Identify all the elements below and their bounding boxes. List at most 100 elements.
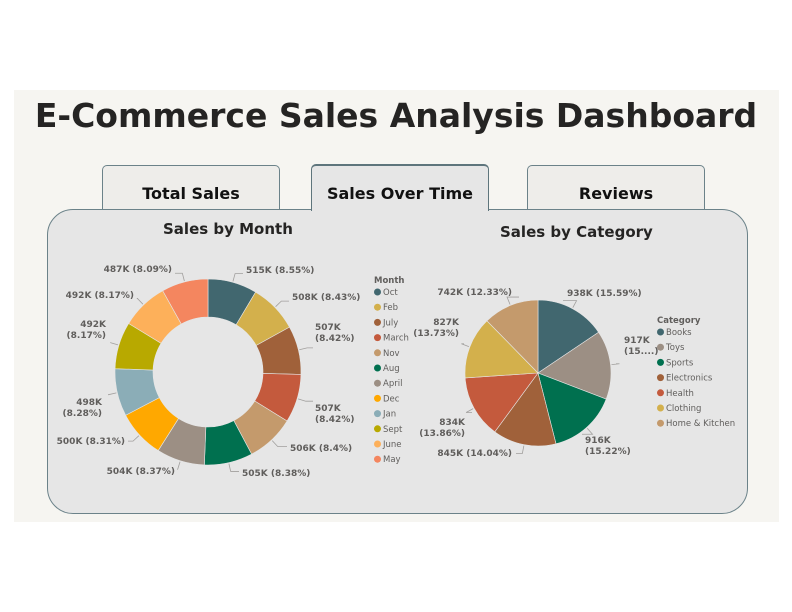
legend-item[interactable]: Nov	[383, 349, 400, 359]
month-legend: Month Oct Feb July March Nov Aug April Dec Jan Sep…	[374, 276, 409, 465]
legend-item[interactable]: Oct	[383, 288, 398, 298]
leader-line	[299, 347, 313, 351]
data-label: (13.86%)	[419, 429, 465, 439]
legend-marker-icon	[657, 374, 664, 382]
leader-line	[128, 435, 140, 442]
leader-line	[228, 463, 239, 472]
leader-line	[136, 298, 144, 305]
data-label: 827K	[433, 318, 460, 328]
leader-line	[461, 343, 470, 347]
data-label: 500K (8.31%)	[57, 437, 125, 447]
data-label: 834K	[439, 418, 466, 428]
sales-over-time-panel	[47, 209, 748, 514]
legend-marker-icon	[374, 364, 381, 372]
leader-line	[563, 300, 578, 308]
legend-item[interactable]: Jan	[382, 410, 396, 420]
data-label: 505K (8.38%)	[242, 469, 310, 479]
leader-line	[110, 342, 119, 346]
legend-marker-icon	[657, 358, 664, 366]
category-slice-books[interactable]	[537, 299, 600, 374]
legend-item[interactable]: April	[383, 379, 402, 389]
leader-line	[108, 392, 117, 396]
legend-marker-icon	[374, 334, 381, 342]
data-label: (8.42%)	[315, 415, 354, 425]
legend-item[interactable]: Toys	[665, 343, 685, 353]
data-label: 507K	[315, 404, 342, 414]
data-label: (15....)	[624, 347, 658, 357]
data-label: (8.17%)	[67, 331, 106, 341]
legend-marker-icon	[374, 440, 381, 448]
data-label: (8.28%)	[63, 409, 102, 419]
leader-line	[177, 461, 181, 470]
data-label: 492K	[80, 320, 107, 330]
data-label: 742K (12.33%)	[437, 288, 512, 298]
leader-line	[465, 408, 474, 413]
leader-line	[582, 428, 594, 435]
legend-item[interactable]: Electronics	[666, 374, 713, 384]
category-slice-toys[interactable]	[537, 331, 612, 400]
legend-marker-icon	[657, 389, 664, 397]
legend-marker-icon	[374, 349, 381, 357]
legend-item[interactable]: Home & Kitchen	[666, 419, 735, 429]
data-label: 508K (8.43%)	[292, 293, 360, 303]
leader-line	[516, 445, 525, 454]
data-label: 492K (8.17%)	[66, 291, 134, 301]
legend-item[interactable]: Clothing	[666, 404, 701, 414]
category-slices: 938K (15.59%) 917K(15....) 916K(15.22%) 845…	[413, 288, 658, 459]
category-slice-home-kitchen[interactable]	[486, 299, 539, 374]
data-label: (15.22%)	[585, 447, 631, 457]
legend-item[interactable]: Books	[666, 328, 692, 338]
legend-marker-icon	[374, 410, 381, 418]
legend-item[interactable]: Dec	[383, 394, 400, 404]
legend-marker-icon	[657, 328, 664, 336]
data-label: 504K (8.37%)	[107, 467, 175, 477]
legend-title: Month	[374, 276, 404, 286]
category-chart-title: Sales by Category	[500, 223, 653, 241]
legend-marker-icon	[657, 343, 664, 351]
legend-marker-icon	[657, 419, 664, 427]
data-label: 506K (8.4%)	[290, 444, 352, 454]
data-label: 916K	[585, 436, 612, 446]
legend-item[interactable]: Feb	[383, 303, 398, 313]
legend-marker-icon	[374, 318, 381, 326]
page-title: E-Commerce Sales Analysis Dashboard	[34, 96, 758, 135]
legend-item[interactable]: Sept	[383, 425, 403, 435]
category-slice-clothing[interactable]	[464, 320, 539, 379]
legend-item[interactable]: March	[383, 334, 409, 344]
legend-marker-icon	[374, 425, 381, 433]
legend-item[interactable]: May	[383, 455, 401, 465]
month-chart-title: Sales by Month	[163, 220, 293, 238]
legend-item[interactable]: Health	[666, 389, 694, 399]
legend-marker-icon	[374, 394, 381, 402]
leader-line	[297, 398, 313, 402]
category-slice-sports[interactable]	[537, 372, 607, 445]
leader-line	[232, 273, 243, 282]
data-label: 487K (8.09%)	[104, 265, 172, 275]
legend-marker-icon	[374, 379, 381, 387]
leader-line	[275, 300, 289, 307]
category-slice-electronics[interactable]	[494, 372, 557, 447]
data-label: 845K (14.04%)	[437, 449, 512, 459]
data-label: 515K (8.55%)	[246, 266, 314, 276]
legend-item[interactable]: Aug	[383, 364, 400, 374]
leader-line	[271, 440, 287, 447]
leader-line	[611, 363, 620, 366]
tab-sales-over-time[interactable]: Sales Over Time	[311, 164, 489, 211]
data-label: 507K	[315, 323, 342, 333]
month-slice-may[interactable]	[162, 278, 209, 325]
legend-item[interactable]: Sports	[666, 358, 694, 368]
legend-item[interactable]: July	[382, 318, 398, 328]
tab-reviews[interactable]: Reviews	[527, 165, 705, 211]
category-legend: Category Books Toys Sports Electronics Health…	[657, 316, 735, 429]
legend-marker-icon	[374, 455, 381, 463]
tab-total-sales[interactable]: Total Sales	[102, 165, 280, 211]
legend-title: Category	[657, 316, 701, 326]
leader-line	[175, 272, 185, 282]
leader-line	[506, 296, 519, 305]
category-slice-health[interactable]	[464, 372, 539, 433]
month-slices: 515K (8.55%)508K (8.43%)507K(8.42%)507K(…	[57, 265, 361, 479]
legend-marker-icon	[657, 404, 664, 412]
data-label: 938K (15.59%)	[567, 289, 642, 299]
legend-item[interactable]: June	[382, 440, 402, 450]
